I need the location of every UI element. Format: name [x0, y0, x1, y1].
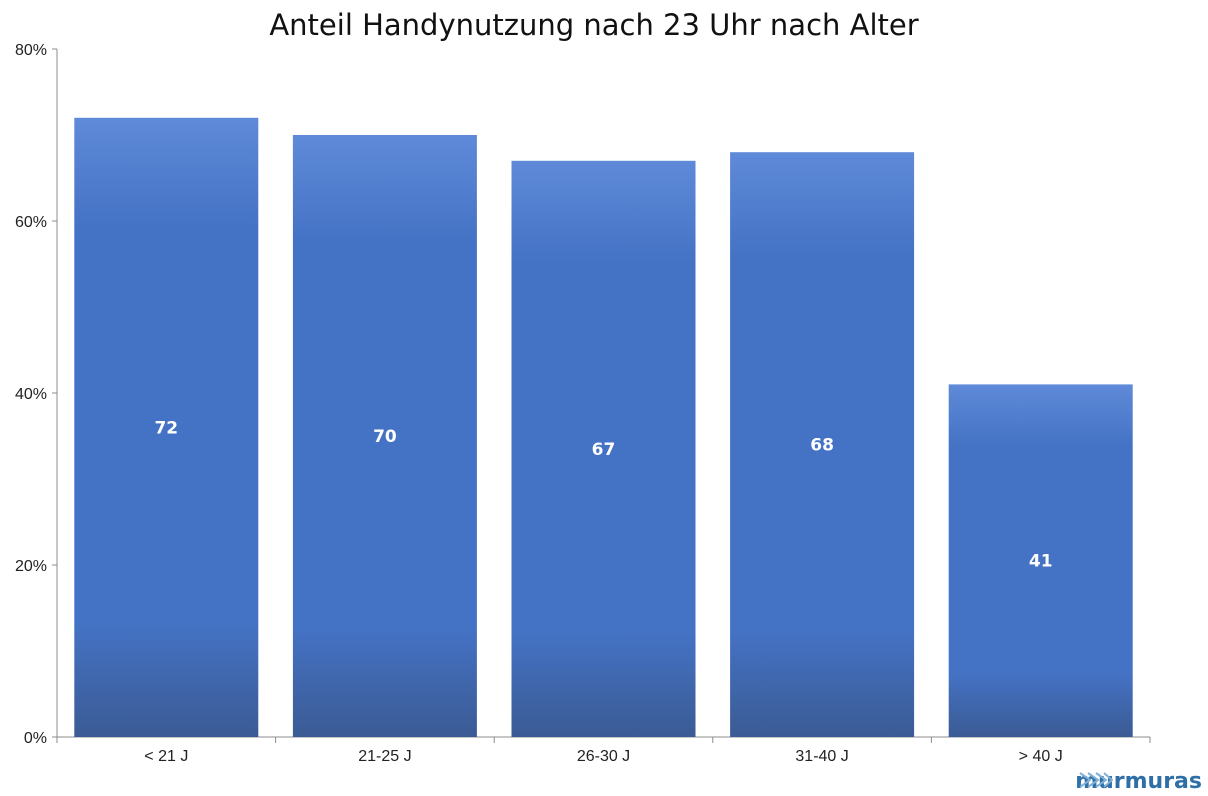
x-tick-label: 21-25 J [358, 748, 411, 765]
arrows-icon [1079, 772, 1114, 788]
x-tick-label: < 21 J [144, 748, 188, 765]
bar-data-label: 68 [810, 436, 834, 456]
y-tick-label: 40% [15, 386, 47, 403]
y-tick-label: 80% [15, 42, 47, 59]
y-tick-label: 60% [15, 214, 47, 231]
bar [511, 160, 696, 738]
bar [730, 152, 915, 737]
bars [74, 117, 1133, 738]
data-labels: 72 70 67 68 41 [154, 418, 1052, 571]
bar-data-label: 67 [592, 440, 616, 460]
bar [292, 135, 477, 737]
y-tick-label: 20% [15, 558, 47, 575]
bar-data-label: 41 [1029, 552, 1053, 572]
bar [948, 384, 1133, 737]
chart-title: Anteil Handynutzung nach 23 Uhr nach Alt… [269, 8, 919, 42]
x-tick-label: > 40 J [1019, 748, 1063, 765]
bar [74, 117, 259, 738]
x-tick-label: 31-40 J [795, 748, 848, 765]
bar-data-label: 72 [154, 418, 178, 438]
bar-data-label: 70 [373, 427, 397, 447]
brand-logo: murmuras [1075, 769, 1202, 794]
y-tick-label: 0% [24, 730, 47, 747]
x-tick-label: 26-30 J [577, 748, 630, 765]
